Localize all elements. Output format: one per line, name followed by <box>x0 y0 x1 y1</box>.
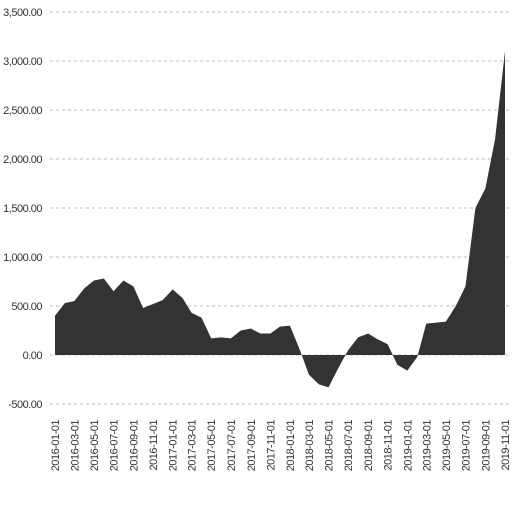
x-tick-label: 2017-05-01 <box>206 420 218 472</box>
y-tick-label: -500.00 <box>8 399 42 411</box>
x-tick-label: 2017-03-01 <box>187 420 199 472</box>
x-tick-label: 2018-07-01 <box>343 420 355 472</box>
x-tick-label: 2019-03-01 <box>421 420 433 472</box>
x-tick-label: 2017-07-01 <box>226 420 238 472</box>
x-tick-label: 2016-03-01 <box>69 420 81 472</box>
x-tick-label: 2018-11-01 <box>383 420 395 471</box>
x-tick-label: 2016-11-01 <box>148 420 160 471</box>
x-tick-label: 2017-09-01 <box>246 420 258 472</box>
x-tick-label: 2019-11-01 <box>500 420 512 471</box>
x-tick-label: 2016-01-01 <box>50 420 62 472</box>
y-tick-label: 2,000.00 <box>3 154 42 166</box>
y-tick-label: 3,500.00 <box>3 7 42 19</box>
area <box>55 51 505 388</box>
x-tick-label: 2017-11-01 <box>265 420 277 471</box>
y-tick-label: 0.00 <box>23 350 43 362</box>
x-tick-label: 2016-07-01 <box>109 420 121 472</box>
x-tick-label: 2018-03-01 <box>304 420 316 472</box>
y-tick-label: 1,000.00 <box>3 252 42 264</box>
y-tick-label: 3,000.00 <box>3 56 42 68</box>
x-tick-label: 2017-01-01 <box>168 420 180 472</box>
x-tick-label: 2019-07-01 <box>460 420 472 472</box>
x-tick-label: 2016-05-01 <box>89 420 101 472</box>
x-tick-label: 2016-09-01 <box>128 420 140 472</box>
x-tick-label: 2019-05-01 <box>441 420 453 472</box>
x-tick-label: 2018-05-01 <box>324 420 336 472</box>
x-tick-label: 2019-09-01 <box>480 420 492 472</box>
x-tick-label: 2019-01-01 <box>402 420 414 472</box>
y-tick-label: 500.00 <box>11 301 42 313</box>
x-tick-label: 2018-09-01 <box>363 420 375 472</box>
y-tick-label: 2,500.00 <box>3 105 42 117</box>
y-tick-label: 1,500.00 <box>3 203 42 215</box>
x-tick-label: 2018-01-01 <box>285 420 297 472</box>
